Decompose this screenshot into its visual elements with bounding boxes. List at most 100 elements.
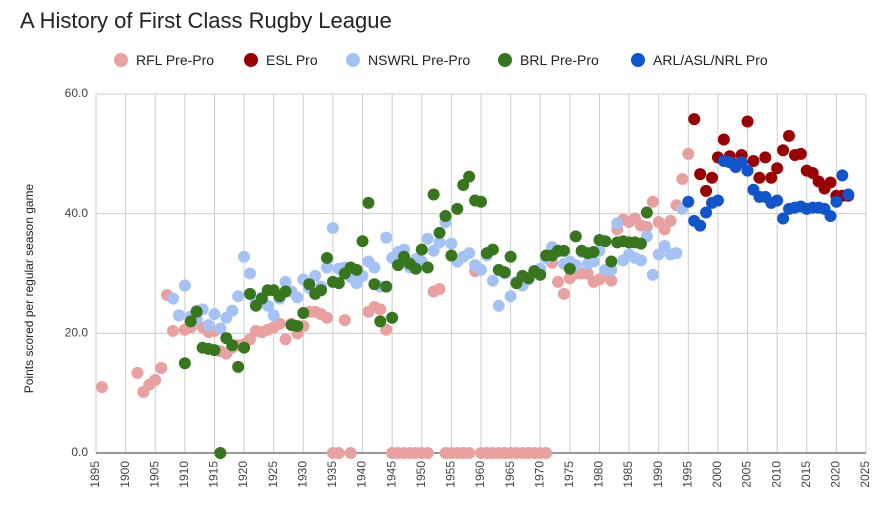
legend-label: BRL Pre-Pro: [520, 52, 599, 68]
data-point-brl-pre-pro: [409, 262, 422, 275]
legend-item[interactable]: ESL Pro: [244, 52, 318, 68]
data-point-brl-pre-pro: [498, 266, 511, 279]
x-tick-label: 1960: [473, 461, 487, 488]
data-point-brl-pre-pro: [605, 255, 618, 268]
x-tick-label: 1920: [236, 461, 250, 488]
data-point-esl-pro: [747, 155, 760, 168]
data-point-brl-pre-pro: [439, 210, 452, 223]
data-point-rfl-pre-pro: [605, 274, 618, 287]
data-point-rfl-pre-pro: [338, 314, 351, 327]
y-tick-label: 60.0: [65, 86, 89, 100]
data-point-nswrl-pre-pro: [427, 244, 440, 257]
legend-label: ARL/ASL/NRL Pro: [653, 52, 768, 68]
data-point-arl-asl-nrl-pro: [771, 194, 784, 207]
data-point-nswrl-pre-pro: [326, 222, 339, 235]
data-point-nswrl-pre-pro: [321, 261, 333, 274]
data-point-brl-pre-pro: [238, 341, 251, 354]
x-tick-label: 1950: [414, 461, 428, 488]
data-point-rfl-pre-pro: [131, 366, 144, 379]
data-point-brl-pre-pro: [356, 235, 369, 248]
data-point-brl-pre-pro: [563, 262, 576, 275]
x-tick-label: 2000: [710, 461, 724, 488]
legend-label: ESL Pro: [266, 52, 318, 68]
data-point-rfl-pre-pro: [149, 374, 162, 387]
x-tick-label: 1985: [621, 461, 635, 488]
data-point-esl-pro: [753, 171, 766, 184]
data-point-esl-pro: [688, 113, 701, 126]
data-point-esl-pro: [771, 162, 784, 175]
data-point-rfl-pre-pro: [380, 323, 393, 336]
x-tick-label: 1945: [384, 461, 398, 488]
legend-swatch: [498, 53, 512, 67]
data-point-esl-pro: [794, 147, 807, 160]
legend-item[interactable]: ARL/ASL/NRL Pro: [631, 52, 768, 68]
data-point-brl-pre-pro: [421, 261, 434, 274]
data-point-arl-asl-nrl-pro: [694, 219, 707, 232]
data-point-rfl-pre-pro: [374, 303, 387, 316]
legend-item[interactable]: BRL Pre-Pro: [498, 52, 599, 68]
x-tick-label: 1905: [147, 461, 161, 488]
data-point-rfl-pre-pro: [95, 381, 108, 394]
data-point-brl-pre-pro: [291, 320, 304, 333]
data-point-nswrl-pre-pro: [368, 261, 381, 274]
data-point-brl-pre-pro: [184, 315, 197, 328]
data-point-rfl-pre-pro: [279, 333, 292, 346]
x-tick-label: 2020: [829, 461, 843, 488]
data-point-nswrl-pre-pro: [238, 250, 251, 263]
y-tick-label: 0.0: [71, 445, 88, 459]
data-point-brl-pre-pro: [208, 344, 221, 357]
data-point-rfl-pre-pro: [676, 172, 689, 185]
data-point-nswrl-pre-pro: [646, 268, 659, 281]
data-point-esl-pro: [700, 184, 713, 197]
data-point-rfl-pre-pro: [640, 220, 653, 233]
x-tick-label: 2010: [769, 461, 783, 488]
data-point-brl-pre-pro: [475, 195, 487, 208]
data-point-rfl-pre-pro: [321, 311, 333, 324]
data-point-nswrl-pre-pro: [178, 279, 191, 292]
data-point-nswrl-pre-pro: [208, 308, 221, 321]
x-tick-label: 1940: [355, 461, 369, 488]
data-point-esl-pro: [759, 151, 772, 164]
x-tick-label: 2025: [858, 461, 872, 488]
data-point-brl-pre-pro: [486, 243, 499, 256]
data-point-rfl-pre-pro: [244, 333, 256, 346]
data-point-brl-pre-pro: [380, 280, 393, 293]
data-point-nswrl-pre-pro: [658, 239, 671, 252]
x-tick-label: 1930: [295, 461, 309, 488]
data-point-nswrl-pre-pro: [504, 290, 517, 303]
data-point-brl-pre-pro: [392, 259, 405, 272]
x-tick-label: 1970: [532, 461, 546, 488]
x-tick-label: 2015: [799, 461, 813, 488]
data-point-rfl-pre-pro: [155, 362, 168, 375]
x-tick-label: 1975: [562, 461, 576, 488]
x-tick-label: 1925: [266, 461, 280, 488]
data-point-rfl-pre-pro: [332, 447, 345, 459]
y-tick-label: 20.0: [65, 326, 89, 340]
data-point-arl-asl-nrl-pro: [741, 164, 754, 177]
legend-item[interactable]: RFL Pre-Pro: [114, 52, 214, 68]
data-point-rfl-pre-pro: [557, 287, 570, 300]
legend-swatch: [631, 53, 645, 67]
data-point-arl-asl-nrl-pro: [682, 195, 695, 208]
data-point-rfl-pre-pro: [581, 267, 594, 280]
data-point-arl-asl-nrl-pro: [836, 169, 849, 182]
data-point-rfl-pre-pro: [433, 283, 446, 296]
y-tick-label: 40.0: [65, 206, 89, 220]
x-tick-label: 1965: [503, 461, 517, 488]
data-point-esl-pro: [717, 133, 730, 146]
data-point-brl-pre-pro: [433, 226, 446, 239]
x-tick-label: 1980: [592, 461, 606, 488]
data-point-rfl-pre-pro: [658, 223, 671, 236]
data-point-brl-pre-pro: [463, 170, 476, 183]
data-point-arl-asl-nrl-pro: [830, 195, 843, 208]
data-point-brl-pre-pro: [303, 278, 316, 291]
data-point-nswrl-pre-pro: [226, 304, 239, 317]
data-point-esl-pro: [783, 129, 795, 142]
legend-swatch: [114, 53, 128, 67]
data-point-nswrl-pre-pro: [670, 247, 683, 260]
legend: RFL Pre-Pro ESL Pro NSWRL Pre-Pro BRL Pre-P…: [0, 52, 891, 72]
x-tick-label: 1900: [118, 461, 132, 488]
data-point-brl-pre-pro: [374, 315, 387, 328]
legend-item[interactable]: NSWRL Pre-Pro: [346, 52, 470, 68]
data-point-nswrl-pre-pro: [244, 267, 256, 280]
